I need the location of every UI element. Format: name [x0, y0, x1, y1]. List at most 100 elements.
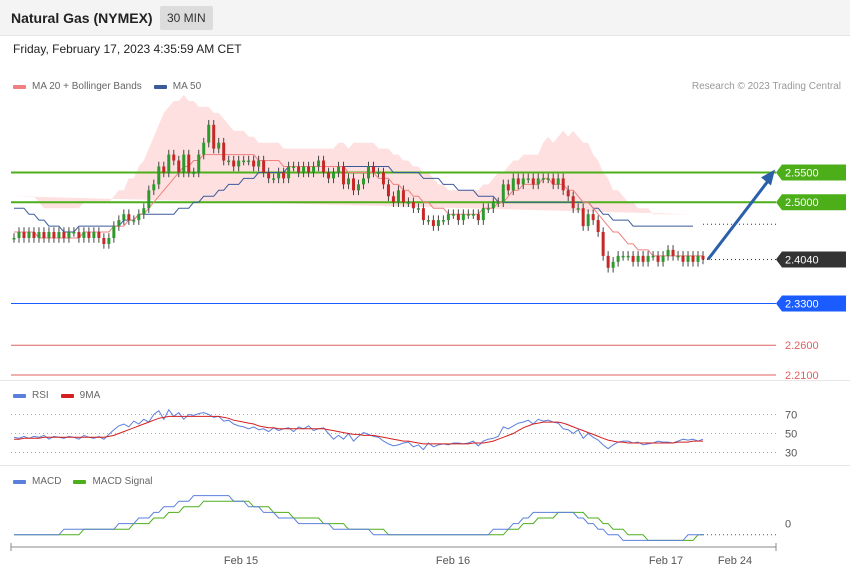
candle-body-113: [576, 208, 580, 210]
projection-arrowhead: [761, 169, 775, 186]
candle-body-67: [347, 178, 351, 185]
candle-body-44: [232, 160, 236, 167]
candle-body-35: [187, 154, 191, 173]
candle-body-112: [571, 196, 575, 209]
candle-body-100: [511, 178, 515, 191]
x-tick-label-3: Feb 24: [718, 555, 752, 567]
candle-body-136: [691, 255, 695, 262]
candle-body-52: [272, 178, 276, 180]
macd-signal-line: [14, 500, 703, 541]
x-tick-label-0: Feb 15: [224, 555, 258, 567]
candle-body-38: [202, 142, 206, 155]
candle-body-14: [82, 232, 86, 238]
candle-body-60: [312, 166, 316, 173]
candle-body-83: [426, 220, 430, 222]
level-label-0: 2.5500: [785, 167, 819, 179]
candle-body-58: [302, 166, 306, 173]
candle-body-0: [12, 237, 16, 240]
rsi-tick-0: 70: [785, 410, 797, 422]
candle-body-135: [686, 255, 690, 262]
candle-body-48: [252, 160, 256, 167]
candle-body-72: [371, 166, 375, 173]
candle-body-54: [282, 172, 286, 179]
legend-macd-signal: MACD Signal: [73, 476, 152, 487]
candle-body-88: [451, 214, 455, 216]
candle-body-30: [162, 166, 166, 173]
legend-rsi-ma-label: 9MA: [79, 390, 101, 401]
candle-body-69: [357, 184, 360, 191]
legend-macd: MACD: [13, 476, 61, 487]
legend-swatch-rsi: [13, 393, 26, 398]
legend-rsi: RSI: [13, 390, 49, 401]
level-label-2: 2.4040: [785, 254, 819, 266]
candle-body-118: [601, 232, 605, 256]
candle-body-95: [486, 208, 490, 210]
candle-body-61: [317, 160, 321, 167]
candle-body-9: [57, 232, 61, 238]
candle-body-32: [172, 154, 176, 161]
candle-body-97: [496, 202, 500, 204]
candle-body-104: [531, 178, 535, 185]
panel-divider-rsi: [0, 380, 850, 381]
candle-body-129: [656, 255, 660, 262]
level-label-5: 2.2100: [785, 370, 819, 382]
candle-body-8: [52, 232, 56, 238]
level-tag-2: [776, 251, 846, 268]
candle-body-131: [666, 249, 670, 256]
rsi-legend: RSI 9MA: [13, 390, 112, 401]
instrument-title: Natural Gas (NYMEX): [11, 10, 153, 26]
panel-divider-macd: [0, 465, 850, 466]
legend-ma50: MA 50: [153, 81, 202, 92]
candle-body-5: [37, 232, 41, 238]
candle-body-130: [661, 255, 665, 262]
candle-body-21: [117, 220, 121, 227]
candle-body-41: [217, 142, 221, 149]
candle-body-91: [466, 214, 470, 216]
candle-body-65: [337, 166, 341, 173]
candle-body-53: [277, 172, 281, 179]
legend-swatch-macd: [13, 479, 26, 484]
candle-body-126: [641, 255, 645, 262]
candle-body-47: [247, 160, 251, 163]
candle-body-64: [332, 172, 336, 179]
candle-body-66: [342, 166, 346, 185]
candle-body-34: [182, 154, 186, 173]
candle-body-90: [461, 214, 465, 221]
candle-body-133: [676, 255, 680, 258]
candle-body-77: [396, 190, 400, 203]
candle-body-74: [381, 172, 385, 185]
timeframe-badge[interactable]: 30 MIN: [160, 6, 213, 30]
candle-body-18: [102, 237, 106, 244]
candle-body-46: [242, 160, 246, 163]
legend-ma50-label: MA 50: [172, 81, 202, 92]
candle-body-110: [561, 178, 565, 191]
candle-body-134: [681, 255, 685, 262]
candle-body-36: [192, 172, 196, 174]
price-legend: MA 20 + Bollinger Bands MA 50: [13, 81, 213, 92]
candle-body-71: [366, 166, 370, 179]
candle-body-76: [391, 196, 395, 203]
candle-body-86: [441, 220, 445, 222]
rsi-tick-2: 30: [785, 448, 797, 460]
candle-body-99: [506, 184, 510, 191]
candle-body-123: [626, 255, 630, 258]
candle-body-78: [401, 190, 405, 203]
candle-body-103: [526, 178, 530, 180]
candle-body-101: [516, 178, 520, 185]
level-label-4: 2.2600: [785, 340, 819, 352]
candle-body-89: [456, 214, 460, 221]
candle-body-125: [636, 255, 640, 262]
candle-body-4: [32, 232, 36, 238]
candle-body-55: [287, 166, 291, 179]
candle-body-31: [167, 154, 171, 173]
candle-body-80: [411, 202, 415, 209]
candle-body-7: [47, 232, 51, 238]
candle-body-6: [42, 232, 46, 238]
x-tick-label-1: Feb 16: [436, 555, 470, 567]
candle-body-120: [611, 261, 615, 268]
candle-body-59: [307, 166, 311, 173]
legend-macd-signal-label: MACD Signal: [92, 476, 153, 487]
candle-body-73: [376, 172, 380, 174]
legend-ma20: MA 20 + Bollinger Bands: [13, 81, 142, 92]
